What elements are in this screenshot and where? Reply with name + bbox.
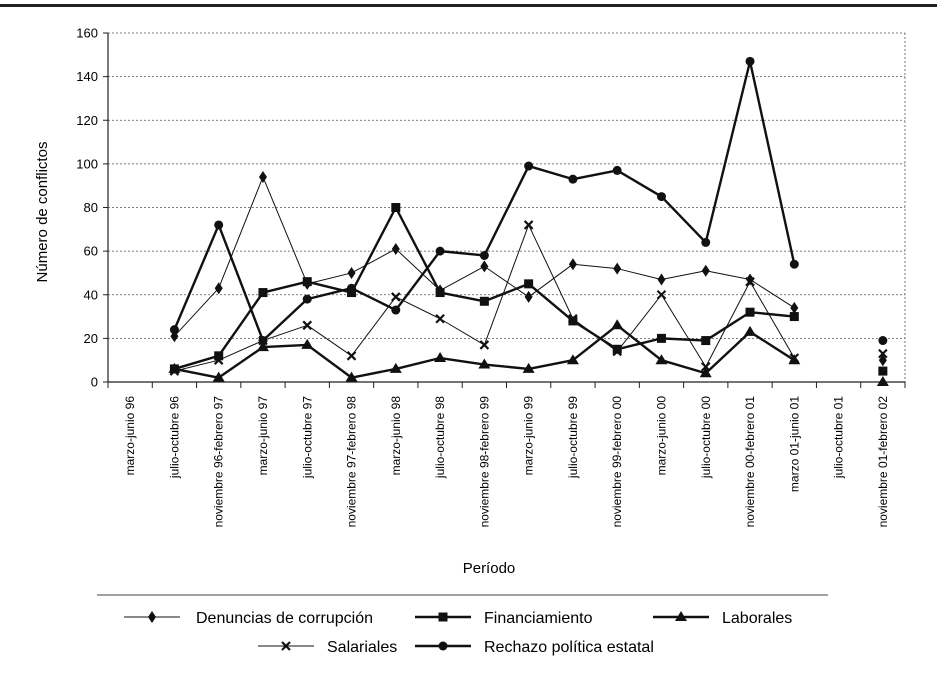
series-markers (168, 57, 888, 386)
x-tick-label: noviembre 00-febrero 01 (743, 396, 757, 528)
point-rechazo-politica-estatal (613, 166, 622, 175)
y-tick-label: 120 (76, 113, 98, 128)
point-denuncias-de-corrupcion (348, 267, 356, 279)
point-laborales (611, 319, 623, 329)
point-rechazo-politica-estatal (436, 247, 445, 256)
point-financiamiento (746, 308, 755, 317)
point-financiamiento (436, 288, 445, 297)
point-laborales (301, 339, 313, 349)
legend-label-laborales: Laborales (722, 610, 792, 627)
point-denuncias-de-corrupcion (702, 265, 710, 277)
x-tick-label: marzo-junio 96 (123, 396, 137, 476)
point-denuncias-de-corrupcion (657, 273, 665, 285)
point-rechazo-politica-estatal (746, 57, 755, 66)
point-denuncias-de-corrupcion (259, 171, 267, 183)
point-financiamiento (391, 203, 400, 212)
point-salariales (525, 221, 533, 229)
x-tick-label: noviembre 01-febrero 02 (876, 396, 890, 528)
y-tick-label: 60 (84, 244, 98, 259)
y-tick-label: 80 (84, 200, 98, 215)
point-financiamiento (657, 334, 666, 343)
y-tick-label: 100 (76, 156, 98, 171)
x-tick-label: noviembre 97-febrero 98 (345, 396, 359, 528)
point-salariales (392, 293, 400, 301)
point-rechazo-politica-estatal (303, 295, 312, 304)
x-tick-label: julio-octubre 99 (566, 396, 580, 479)
y-tick-label: 0 (91, 375, 98, 390)
x-tick-label: julio-octubre 00 (699, 396, 713, 479)
y-tick-label: 20 (84, 331, 98, 346)
point-financiamiento (480, 297, 489, 306)
y-axis-title: Número de conflictos (34, 142, 51, 283)
legend-label-salariales: Salariales (327, 639, 397, 656)
point-denuncias-de-corrupcion (569, 258, 577, 270)
point-rechazo-politica-estatal (878, 336, 887, 345)
point-financiamiento (303, 277, 312, 286)
legend-marker-financiamiento (439, 613, 448, 622)
x-tick-label: julio-octubre 98 (433, 396, 447, 479)
point-rechazo-politica-estatal (568, 175, 577, 184)
point-rechazo-politica-estatal (657, 192, 666, 201)
point-rechazo-politica-estatal (170, 325, 179, 334)
x-tick-label: julio-octubre 97 (300, 396, 314, 479)
legend: Denuncias de corrupción Financiamiento Lab… (97, 595, 828, 656)
point-denuncias-de-corrupcion (525, 291, 533, 303)
x-tick-label: julio-octubre 01 (832, 396, 846, 479)
point-financiamiento (258, 288, 267, 297)
legend-label-financiamiento: Financiamiento (484, 610, 593, 627)
point-laborales (434, 352, 446, 362)
point-salariales (303, 321, 311, 329)
point-rechazo-politica-estatal (391, 306, 400, 315)
point-financiamiento (701, 336, 710, 345)
series-lines (174, 61, 794, 377)
point-financiamiento (790, 312, 799, 321)
point-denuncias-de-corrupcion (790, 302, 798, 314)
point-salariales (480, 341, 488, 349)
legend-marker-rechazo-politica-estatal (439, 642, 448, 651)
point-rechazo-politica-estatal (790, 260, 799, 269)
point-denuncias-de-corrupcion (613, 263, 621, 275)
gridlines (108, 33, 905, 382)
legend-label-denuncias-de-corrupcion: Denuncias de corrupción (196, 610, 373, 627)
point-rechazo-politica-estatal (480, 251, 489, 260)
x-tick-label: noviembre 96-febrero 97 (212, 396, 226, 528)
point-salariales (436, 315, 444, 323)
point-rechazo-politica-estatal (701, 238, 710, 247)
point-rechazo-politica-estatal (258, 336, 267, 345)
point-financiamiento (878, 367, 887, 376)
point-salariales (348, 352, 356, 360)
y-tick-label: 140 (76, 69, 98, 84)
x-tick-label: noviembre 98-febrero 99 (477, 396, 491, 528)
axes: 0 20 40 60 80 100 120 140 160 marzo-junio 96 julio… (76, 26, 905, 528)
legend-label-rechazo-politica-estatal: Rechazo política estatal (484, 639, 654, 656)
point-rechazo-politica-estatal (524, 162, 533, 171)
x-tick-label: noviembre 99-febrero 00 (610, 396, 624, 528)
x-tick-label: marzo-junio 99 (522, 396, 536, 476)
y-tick-label: 160 (76, 26, 98, 41)
x-axis-title: Período (463, 560, 516, 577)
x-tick-label: julio-octubre 96 (167, 396, 181, 479)
legend-marker-denuncias-de-corrupcion (148, 611, 156, 623)
x-tick-label: marzo-junio 98 (389, 396, 403, 476)
x-tick-label: marzo-junio 00 (654, 396, 668, 476)
point-denuncias-de-corrupcion (392, 243, 400, 255)
point-denuncias-de-corrupcion (215, 282, 223, 294)
point-rechazo-politica-estatal (347, 284, 356, 293)
point-laborales (877, 376, 889, 386)
x-tick-label: marzo 01-junio 01 (787, 396, 801, 492)
y-tick-label: 40 (84, 287, 98, 302)
point-laborales (744, 326, 756, 336)
point-financiamiento (524, 279, 533, 288)
x-tick-label: marzo-junio 97 (256, 396, 270, 476)
point-denuncias-de-corrupcion (480, 260, 488, 272)
point-rechazo-politica-estatal (214, 220, 223, 229)
